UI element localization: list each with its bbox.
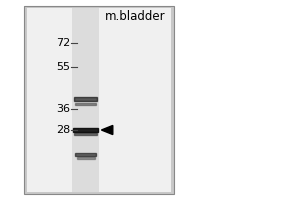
Bar <box>73 128 98 132</box>
Bar <box>72 8 99 192</box>
Bar <box>24 6 174 194</box>
Text: 36: 36 <box>56 104 70 114</box>
Text: 72: 72 <box>56 38 70 48</box>
Bar <box>24 6 174 194</box>
Bar <box>74 97 97 101</box>
Text: 55: 55 <box>56 62 70 72</box>
Bar <box>75 153 96 156</box>
Bar <box>27 8 171 192</box>
Bar <box>76 157 94 158</box>
Polygon shape <box>101 125 113 135</box>
Text: m.bladder: m.bladder <box>105 9 165 22</box>
Text: 28: 28 <box>56 125 70 135</box>
Bar <box>75 103 96 105</box>
Bar <box>74 133 97 135</box>
